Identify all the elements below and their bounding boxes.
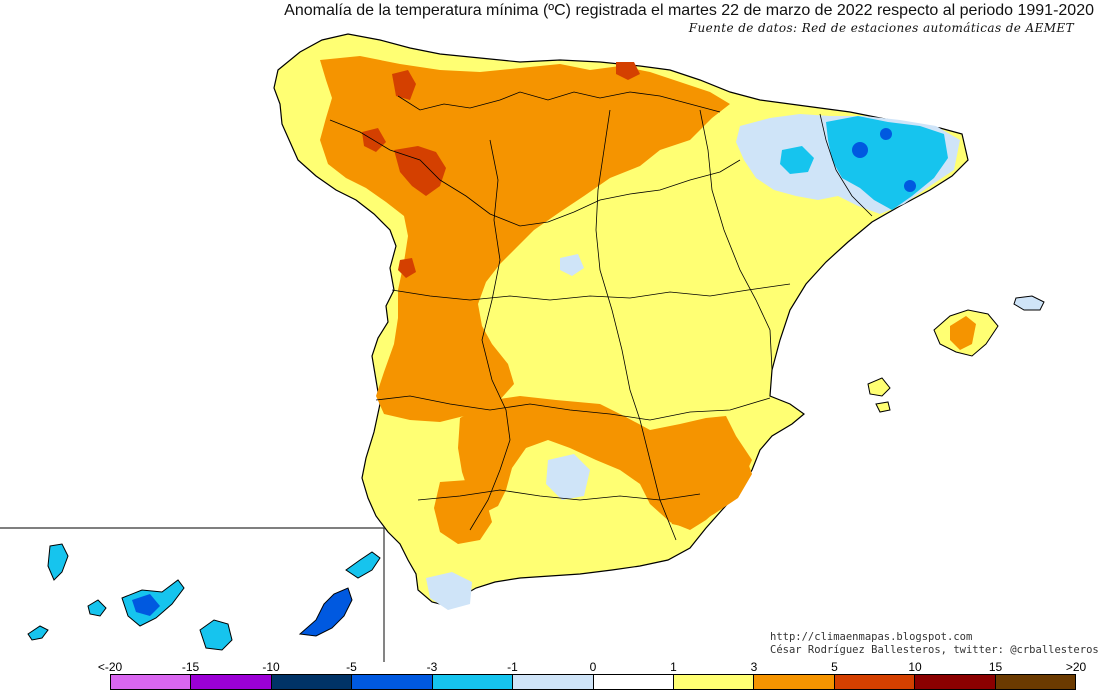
legend-tick-label: -5 <box>346 660 357 674</box>
legend-swatch <box>834 675 916 689</box>
legend-tick-label: -3 <box>426 660 438 674</box>
legend-swatch <box>352 675 433 689</box>
hot-spot-cantabria <box>616 62 640 80</box>
cold-spot-pyrenees <box>880 128 892 140</box>
legend-labels: <-20 -15 -10 -5 -3 -1 0 1 3 5 10 15 >20 <box>0 660 1098 674</box>
legend-swatch <box>271 675 353 689</box>
fuerteventura <box>298 587 353 637</box>
legend-color-bar <box>110 674 1076 690</box>
cool-patch-granada <box>546 454 590 500</box>
legend-swatch <box>995 675 1076 689</box>
formentera <box>875 401 891 413</box>
legend-tick-label: -10 <box>262 660 280 674</box>
canary-inset-frame <box>0 527 385 662</box>
legend-tick-label: 15 <box>988 660 1003 674</box>
legend-tick-label: 5 <box>831 660 838 674</box>
legend-tick-label: 0 <box>589 660 597 674</box>
legend-swatch <box>915 675 996 689</box>
menorca <box>1013 295 1045 311</box>
legend-tick-label: 10 <box>908 660 922 674</box>
cold-spot-lleida <box>852 142 868 158</box>
legend-tick-label: 3 <box>750 660 758 674</box>
hot-spot-zamora <box>398 258 416 278</box>
credits-author: César Rodríguez Ballesteros, twitter: @c… <box>770 644 1098 656</box>
region-borders <box>329 91 873 541</box>
cold-spot-girona <box>904 180 916 192</box>
legend-tick-label: <-20 <box>97 660 123 674</box>
hot-spot-asturias <box>392 70 416 100</box>
legend-swatch <box>754 675 835 689</box>
cool-patch-soria <box>560 254 584 276</box>
credits: http://climaenmapas.blogspot.com César R… <box>770 631 1098 657</box>
hot-spot-leon <box>394 146 446 196</box>
ibiza <box>867 377 891 397</box>
legend-swatch <box>191 675 272 689</box>
la-palma <box>47 543 69 581</box>
legend-swatch <box>673 675 755 689</box>
cool-patch-cadiz <box>426 572 472 610</box>
legend-tick-label: 1 <box>670 660 677 674</box>
cool-zone-pyrenees <box>826 116 948 210</box>
cool-zone-huesca <box>780 146 814 174</box>
legend-tick-label: >20 <box>1065 660 1087 674</box>
legend-swatch <box>593 675 674 689</box>
map-title: Anomalía de la temperatura mínima (ºC) r… <box>284 2 1094 19</box>
legend-tick-label: -1 <box>507 660 518 674</box>
tenerife-cold-area <box>132 594 160 616</box>
legend-tick-label: -15 <box>181 660 200 674</box>
data-source: Fuente de datos: Red de estaciones autom… <box>688 21 1074 35</box>
credits-url[interactable]: http://climaenmapas.blogspot.com <box>770 631 973 643</box>
legend-swatch <box>111 675 192 689</box>
warm-zone-southwest <box>434 480 492 544</box>
la-gomera <box>87 599 107 617</box>
lanzarote <box>345 551 381 579</box>
gran-canaria <box>199 619 233 651</box>
mallorca-warm-area <box>950 316 976 350</box>
el-hierro <box>27 625 49 641</box>
warm-zone-murcia <box>656 440 752 528</box>
legend-swatch <box>432 675 514 689</box>
legend-swatch <box>513 675 594 689</box>
